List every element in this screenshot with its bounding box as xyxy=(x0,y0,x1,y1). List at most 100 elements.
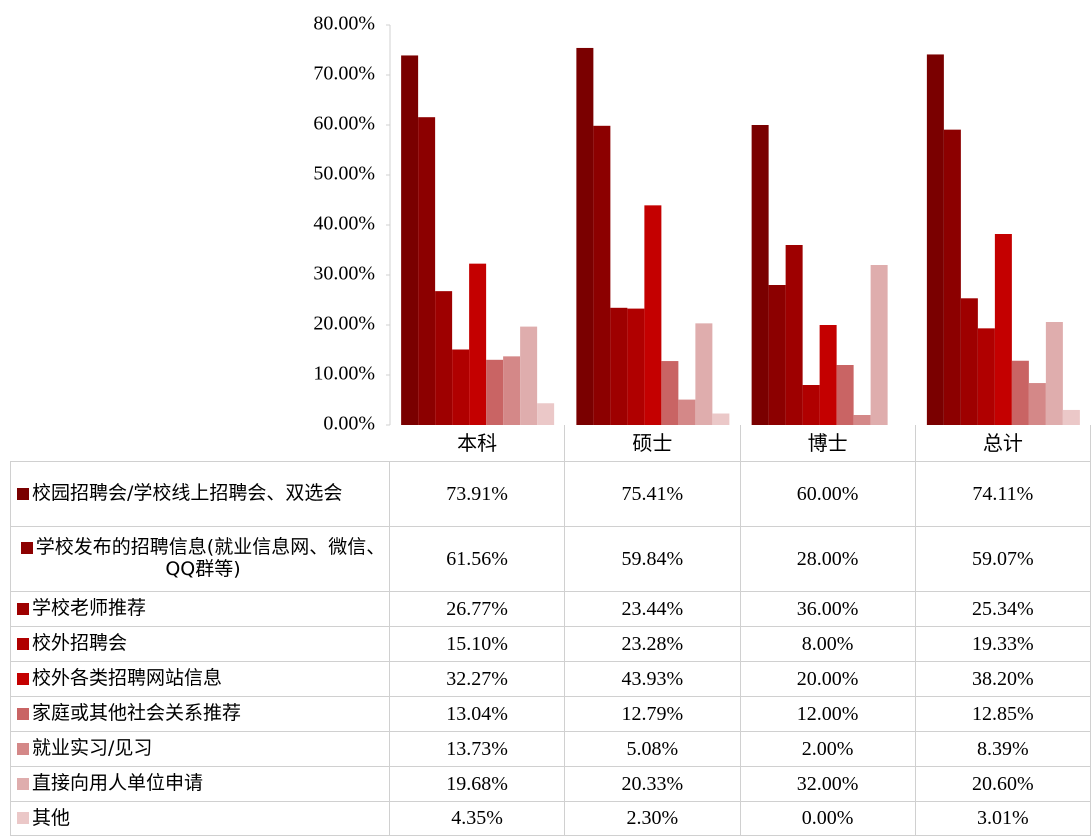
legend-cell: 学校老师推荐 xyxy=(10,592,390,627)
bar xyxy=(1062,409,1080,425)
bar xyxy=(503,356,521,425)
value-cell: 2.30% xyxy=(565,802,741,836)
value-cell: 15.10% xyxy=(390,627,566,662)
legend-label: 学校老师推荐 xyxy=(32,597,147,620)
legend-cell: 直接向用人单位申请 xyxy=(10,767,390,802)
y-tick-label: 60.00% xyxy=(313,113,375,135)
legend-marker xyxy=(17,487,29,500)
bar xyxy=(486,359,504,425)
value-cell: 75.41% xyxy=(565,462,741,527)
legend-entry: 其他 xyxy=(17,807,70,830)
legend-cell: 校外各类招聘网站信息 xyxy=(10,662,390,697)
value-cell: 28.00% xyxy=(740,527,916,592)
value-cell: 32.27% xyxy=(390,662,566,697)
bar xyxy=(678,399,696,425)
legend-entry: 校外各类招聘网站信息 xyxy=(17,667,223,690)
legend-entry: 就业实习/见习 xyxy=(17,737,153,760)
value-cell: 20.33% xyxy=(565,767,741,802)
legend-entry: 家庭或其他社会关系推荐 xyxy=(17,702,241,725)
y-tick-label: 20.00% xyxy=(313,313,375,335)
value-cell: 25.34% xyxy=(915,592,1091,627)
value-cell: 3.01% xyxy=(915,802,1091,836)
value-cell: 13.73% xyxy=(390,732,566,767)
bar xyxy=(994,234,1012,425)
legend-entry: 直接向用人单位申请 xyxy=(17,772,204,795)
value-cell: 8.39% xyxy=(915,732,1091,767)
value-cell: 12.79% xyxy=(565,697,741,732)
bar xyxy=(836,365,854,425)
y-tick-label: 30.00% xyxy=(313,263,375,285)
value-cell: 2.00% xyxy=(740,732,916,767)
category-header: 本科 xyxy=(390,425,566,462)
value-cell: 19.33% xyxy=(915,627,1091,662)
legend-label: 就业实习/见习 xyxy=(32,737,153,760)
bar xyxy=(576,47,594,425)
category-header: 硕士 xyxy=(565,425,741,462)
bar xyxy=(452,349,470,425)
bar xyxy=(469,263,487,425)
legend-cell: 就业实习/见习 xyxy=(10,732,390,767)
legend-marker xyxy=(17,672,29,685)
bar xyxy=(1011,360,1029,425)
legend-entry: 学校发布的招聘信息(就业信息网、微信、QQ群等) xyxy=(17,536,389,581)
category-header: 博士 xyxy=(740,425,916,462)
legend-marker xyxy=(17,707,29,720)
bar xyxy=(661,361,679,425)
legend-entry: 校外招聘会 xyxy=(17,632,128,655)
legend-label: 直接向用人单位申请 xyxy=(32,772,204,795)
bar xyxy=(1045,322,1063,425)
y-tick-label: 50.00% xyxy=(313,163,375,185)
value-cell: 20.60% xyxy=(915,767,1091,802)
bar xyxy=(401,55,419,425)
value-cell: 0.00% xyxy=(740,802,916,836)
legend-cell: 家庭或其他社会关系推荐 xyxy=(10,697,390,732)
bar xyxy=(644,205,662,425)
bar xyxy=(926,54,944,425)
value-cell: 60.00% xyxy=(740,462,916,527)
legend-label: 校外各类招聘网站信息 xyxy=(32,667,223,690)
value-cell: 73.91% xyxy=(390,462,566,527)
bar xyxy=(751,125,769,425)
value-cell: 20.00% xyxy=(740,662,916,697)
legend-marker xyxy=(17,637,29,650)
legend-cell: 学校发布的招聘信息(就业信息网、微信、QQ群等) xyxy=(10,527,390,592)
bar xyxy=(768,285,786,425)
y-tick-label: 70.00% xyxy=(313,63,375,85)
y-tick-label: 0.00% xyxy=(323,413,375,435)
value-cell: 12.00% xyxy=(740,697,916,732)
legend-label: 校园招聘会/学校线上招聘会、双选会 xyxy=(32,482,343,505)
value-cell: 32.00% xyxy=(740,767,916,802)
legend-cell: 校外招聘会 xyxy=(10,627,390,662)
legend-cell: 其他 xyxy=(10,802,390,836)
y-tick-label: 10.00% xyxy=(313,363,375,385)
legend-entry: 学校老师推荐 xyxy=(17,597,147,620)
value-cell: 5.08% xyxy=(565,732,741,767)
legend-cell: 校园招聘会/学校线上招聘会、双选会 xyxy=(10,462,390,527)
y-tick-label: 40.00% xyxy=(313,213,375,235)
table-top-border xyxy=(10,461,390,462)
bar xyxy=(870,265,888,425)
legend-entry: 校园招聘会/学校线上招聘会、双选会 xyxy=(17,482,343,505)
bar xyxy=(520,326,538,425)
value-cell: 23.44% xyxy=(565,592,741,627)
category-header: 总计 xyxy=(915,425,1091,462)
legend-label: 校外招聘会 xyxy=(32,632,128,655)
value-cell: 38.20% xyxy=(915,662,1091,697)
value-cell: 13.04% xyxy=(390,697,566,732)
value-cell: 36.00% xyxy=(740,592,916,627)
legend-marker xyxy=(20,541,33,554)
value-cell: 12.85% xyxy=(915,697,1091,732)
y-tick-label: 80.00% xyxy=(313,13,375,35)
value-cell: 59.07% xyxy=(915,527,1091,592)
bar xyxy=(435,291,453,425)
bar xyxy=(819,325,837,425)
bar xyxy=(1028,383,1046,425)
value-cell: 74.11% xyxy=(915,462,1091,527)
value-cell: 59.84% xyxy=(565,527,741,592)
bar xyxy=(943,129,961,425)
value-cell: 43.93% xyxy=(565,662,741,697)
bar xyxy=(785,245,803,425)
bar xyxy=(695,323,713,425)
